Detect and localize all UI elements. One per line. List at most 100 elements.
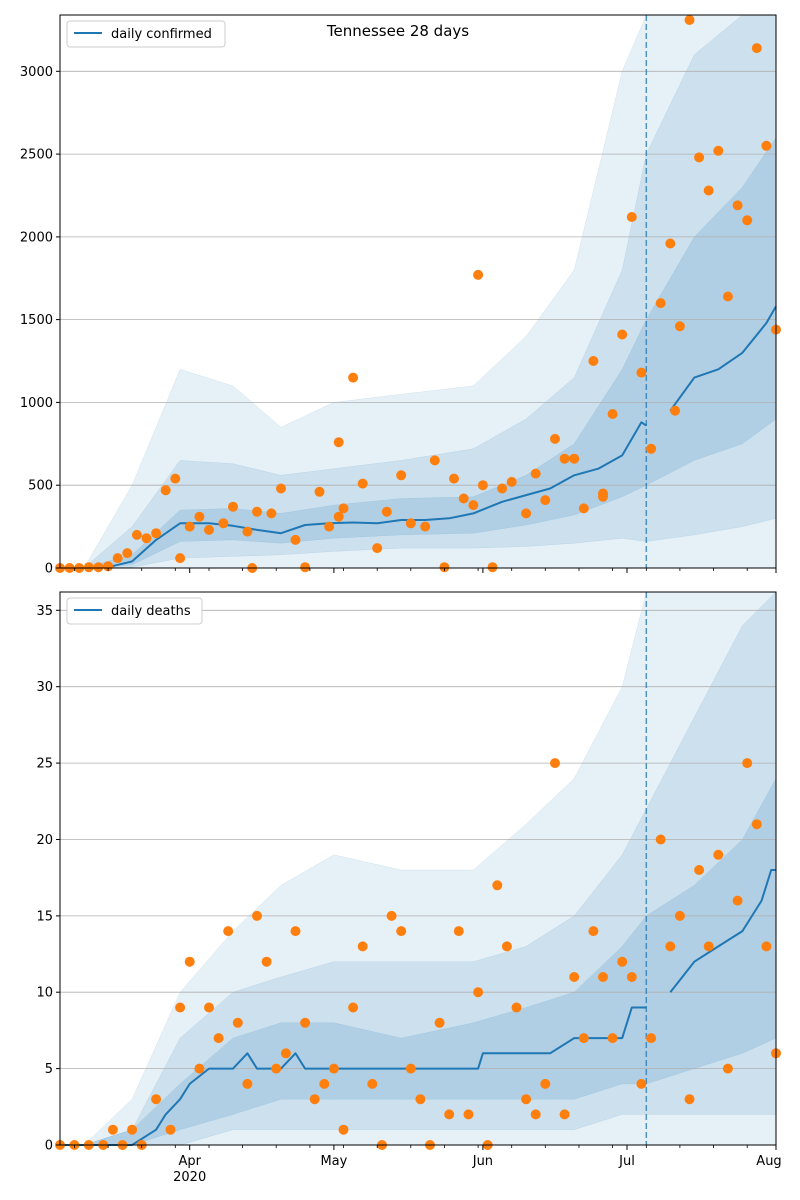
deaths-y-tick-label: 15 <box>36 909 53 924</box>
confirmed-y-tick-label: 1500 <box>20 313 53 328</box>
confirmed-points <box>55 15 781 573</box>
deaths-data-point <box>703 941 714 952</box>
confirmed-data-point <box>636 367 647 378</box>
deaths-data-point <box>175 1002 186 1013</box>
confirmed-data-point <box>458 493 469 504</box>
deaths-data-point <box>665 941 676 952</box>
deaths-data-point <box>386 910 397 921</box>
deaths-data-point <box>309 1094 320 1105</box>
confirmed-data-point <box>170 473 181 484</box>
confirmed-data-point <box>300 562 311 573</box>
confirmed-data-point <box>405 518 416 529</box>
deaths-data-point <box>646 1033 657 1044</box>
deaths-y-tick-label: 5 <box>45 1062 53 1077</box>
confirmed-data-point <box>713 145 724 156</box>
confirmed-data-point <box>338 503 349 514</box>
confirmed-data-point <box>242 526 253 537</box>
confirmed-fitted-line <box>60 421 647 569</box>
confirmed-legend: daily confirmed <box>66 20 226 48</box>
confirmed-data-point <box>83 562 94 573</box>
confirmed-data-point <box>175 553 186 564</box>
deaths-data-point <box>636 1078 647 1089</box>
confirmed-data-point <box>131 529 142 540</box>
deaths-y-ticks: 0 5 10 15 20 25 30 35 <box>36 604 60 1154</box>
confirmed-data-point <box>266 508 277 519</box>
confirmed-data-point <box>732 200 743 211</box>
confirmed-data-point <box>429 455 440 466</box>
deaths-data-point <box>151 1094 162 1105</box>
confirmed-data-point <box>598 488 608 499</box>
confirmed-data-point <box>617 329 628 340</box>
confirmed-data-point <box>122 548 133 559</box>
deaths-data-point <box>338 1124 349 1135</box>
confirmed-line-layer <box>60 305 777 569</box>
deaths-data-point <box>761 941 772 952</box>
deaths-data-point <box>511 1002 522 1013</box>
confirmed-data-point <box>670 405 681 416</box>
deaths-data-point <box>319 1078 330 1089</box>
confirmed-data-point <box>665 238 676 249</box>
confirmed-data-point <box>550 433 560 444</box>
deaths-data-point <box>357 941 368 952</box>
deaths-data-point <box>607 1033 618 1044</box>
confirmed-data-point <box>204 524 214 535</box>
confirmed-data-point <box>103 561 114 572</box>
confirmed-data-point <box>497 483 508 494</box>
confirmed-data-point <box>655 298 666 309</box>
deaths-data-point <box>626 972 637 982</box>
deaths-data-point <box>732 895 743 906</box>
deaths-data-point <box>751 819 762 830</box>
deaths-data-point <box>348 1002 359 1013</box>
deaths-data-point <box>453 926 464 937</box>
confirmed-y-ticks: 0 500 1000 1500 2000 2500 3000 <box>20 65 60 577</box>
deaths-data-point <box>473 987 484 998</box>
deaths-data-point <box>290 926 301 937</box>
deaths-data-point <box>415 1094 426 1105</box>
confirmed-data-point <box>646 443 657 454</box>
deaths-data-point <box>444 1109 455 1120</box>
deaths-y-tick-label: 25 <box>36 757 53 772</box>
deaths-x-tick-label: Aug <box>756 1154 781 1169</box>
deaths-legend-label: daily deaths <box>111 604 191 619</box>
confirmed-data-point <box>742 215 753 226</box>
deaths-data-point <box>367 1078 378 1089</box>
deaths-data-point <box>588 926 599 937</box>
confirmed-data-point <box>290 534 301 545</box>
deaths-data-point <box>300 1017 311 1028</box>
deaths-points <box>55 758 781 1150</box>
confirmed-data-point <box>372 543 383 554</box>
confirmed-data-point <box>357 478 368 489</box>
confirmed-data-point <box>694 152 705 163</box>
deaths-data-point <box>165 1124 176 1135</box>
confirmed-data-point <box>324 521 335 532</box>
confirmed-data-point <box>93 562 104 573</box>
confirmed-y-tick-label: 2500 <box>20 148 53 163</box>
confirmed-data-point <box>396 470 407 481</box>
confirmed-data-point <box>761 140 772 151</box>
deaths-data-point <box>434 1017 445 1028</box>
deaths-x-tick-label: Jul <box>618 1154 635 1169</box>
deaths-data-point <box>127 1124 138 1135</box>
deaths-legend-box <box>66 597 203 625</box>
confirmed-legend-box <box>66 20 226 48</box>
confirmed-title: Tennessee 28 days <box>326 22 469 40</box>
confirmed-data-point <box>722 291 733 302</box>
deaths-bands <box>83 591 777 1146</box>
confirmed-data-point <box>569 453 580 464</box>
confirmed-data-point <box>439 562 450 573</box>
deaths-data-point <box>328 1063 339 1074</box>
confirmed-legend-label: daily confirmed <box>111 27 212 42</box>
deaths-data-point <box>521 1094 532 1105</box>
deaths-data-point <box>694 865 705 875</box>
confirmed-data-point <box>506 476 517 487</box>
confirmed-data-point <box>141 533 152 544</box>
deaths-data-point <box>655 834 666 845</box>
confirmed-data-point <box>477 480 488 491</box>
deaths-data-point <box>559 1109 570 1120</box>
confirmed-data-point <box>626 212 637 222</box>
confirmed-y-tick-label: 500 <box>28 479 53 494</box>
deaths-legend: daily deaths <box>66 597 203 625</box>
confirmed-data-point <box>674 321 685 332</box>
